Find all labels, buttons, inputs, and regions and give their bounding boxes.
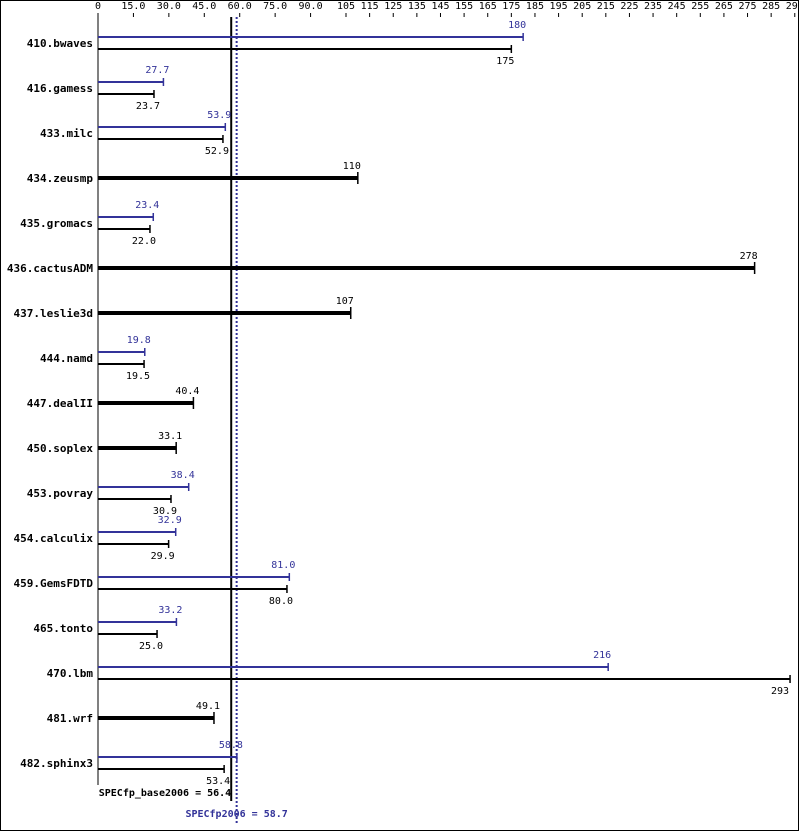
category-label: 470.lbm: [47, 667, 94, 680]
x-tick-label: 165: [479, 1, 497, 12]
x-tick-label: 15.0: [121, 1, 145, 12]
value-label: 25.0: [139, 641, 163, 652]
category-label: 437.leslie3d: [14, 307, 93, 320]
x-tick-label: 235: [644, 1, 662, 12]
value-label: 58.8: [219, 740, 243, 751]
x-tick-label: 115: [361, 1, 379, 12]
value-label: 53.9: [207, 110, 231, 121]
reference-label: SPECfp_base2006 = 56.4: [99, 788, 231, 799]
category-label: 459.GemsFDTD: [14, 577, 94, 590]
value-label: 29.9: [151, 551, 175, 562]
value-label: 278: [740, 251, 758, 262]
category-label: 434.zeusmp: [27, 172, 94, 185]
value-label: 52.9: [205, 146, 229, 157]
x-tick-label: 195: [550, 1, 568, 12]
value-label: 175: [496, 56, 514, 67]
value-label: 27.7: [145, 65, 169, 76]
x-tick-label: 125: [384, 1, 402, 12]
value-label: 32.9: [158, 515, 182, 526]
category-label: 433.milc: [40, 127, 93, 140]
x-tick-label: 105: [337, 1, 355, 12]
value-label: 33.2: [158, 605, 182, 616]
category-label: 436.cactusADM: [7, 262, 93, 275]
value-label: 30.9: [153, 506, 177, 517]
value-label: 107: [336, 296, 354, 307]
x-tick-label: 205: [573, 1, 591, 12]
category-label: 447.dealII: [27, 397, 93, 410]
value-label: 180: [508, 20, 526, 31]
reference-label: SPECfp2006 = 58.7: [185, 809, 287, 820]
category-label: 435.gromacs: [20, 217, 93, 230]
category-label: 450.soplex: [27, 442, 94, 455]
value-label: 80.0: [269, 596, 293, 607]
x-tick-label: 135: [408, 1, 426, 12]
category-label: 481.wrf: [47, 712, 93, 725]
value-label: 216: [593, 650, 611, 661]
category-label: 465.tonto: [33, 622, 93, 635]
x-tick-label: 75.0: [263, 1, 287, 12]
x-tick-label: 60.0: [228, 1, 252, 12]
category-label: 454.calculix: [14, 532, 94, 545]
category-label: 410.bwaves: [27, 37, 93, 50]
x-tick-label: 30.0: [157, 1, 181, 12]
value-label: 19.8: [127, 335, 151, 346]
x-tick-label: 275: [739, 1, 757, 12]
x-tick-label: 145: [431, 1, 449, 12]
value-label: 33.1: [158, 431, 182, 442]
x-tick-label: 175: [502, 1, 520, 12]
value-label: 81.0: [271, 560, 295, 571]
x-tick-label: 155: [455, 1, 473, 12]
x-tick-label: 255: [691, 1, 709, 12]
value-label: 22.0: [132, 236, 156, 247]
category-label: 416.gamess: [27, 82, 93, 95]
category-label: 453.povray: [27, 487, 94, 500]
category-label: 444.namd: [40, 352, 93, 365]
value-label: 49.1: [196, 701, 220, 712]
value-label: 53.4: [206, 776, 230, 787]
value-label: 23.4: [135, 200, 159, 211]
x-tick-label: 295: [786, 1, 799, 12]
x-tick-label: 215: [597, 1, 615, 12]
value-label: 38.4: [171, 470, 195, 481]
x-tick-label: 285: [762, 1, 780, 12]
category-label: 482.sphinx3: [20, 757, 93, 770]
x-tick-label: 225: [620, 1, 638, 12]
x-tick-label: 90.0: [299, 1, 323, 12]
x-tick-label: 45.0: [192, 1, 216, 12]
value-label: 110: [343, 161, 361, 172]
value-label: 293: [771, 686, 789, 697]
x-tick-label: 185: [526, 1, 544, 12]
x-tick-label: 245: [668, 1, 686, 12]
value-label: 23.7: [136, 101, 160, 112]
x-tick-label: 0: [95, 1, 101, 12]
x-tick-label: 265: [715, 1, 733, 12]
value-label: 40.4: [175, 386, 199, 397]
value-label: 19.5: [126, 371, 150, 382]
